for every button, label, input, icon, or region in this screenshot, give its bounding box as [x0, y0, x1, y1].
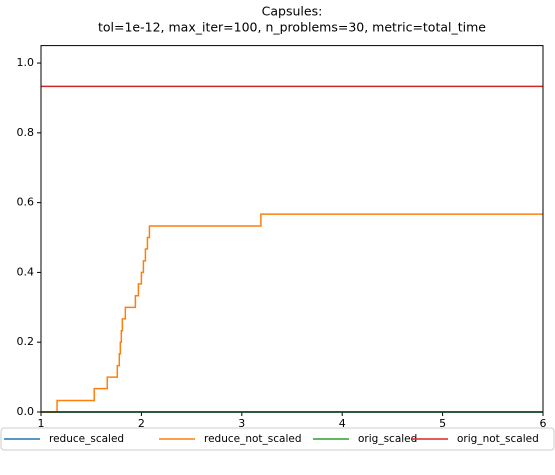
x-tick-label: 2	[138, 417, 145, 430]
legend-label: reduce_not_scaled	[204, 433, 302, 445]
series-line	[41, 213, 543, 413]
legend-label: orig_not_scaled	[457, 433, 539, 445]
legend-box	[0, 427, 555, 451]
plot-frame	[40, 45, 544, 413]
x-tick-label: 6	[540, 417, 547, 430]
y-tick-label: 0.8	[17, 126, 35, 139]
y-tick-label: 0.2	[17, 335, 35, 348]
legend-label: reduce_scaled	[49, 433, 124, 445]
x-tick-label: 4	[339, 417, 346, 430]
x-tick-label: 5	[439, 417, 446, 430]
chart-subtitle: tol=1e-12, max_iter=100, n_problems=30, …	[98, 20, 486, 35]
x-tick-label: 1	[38, 417, 45, 430]
y-tick-label: 1.0	[17, 56, 35, 69]
y-tick-label: 0.4	[17, 265, 35, 278]
legend-label: orig_scaled	[358, 433, 417, 445]
x-tick-label: 3	[238, 417, 245, 430]
chart-title: Capsules:	[262, 4, 323, 19]
y-tick-label: 0.6	[17, 196, 35, 209]
y-tick-label: 0.0	[17, 405, 35, 418]
